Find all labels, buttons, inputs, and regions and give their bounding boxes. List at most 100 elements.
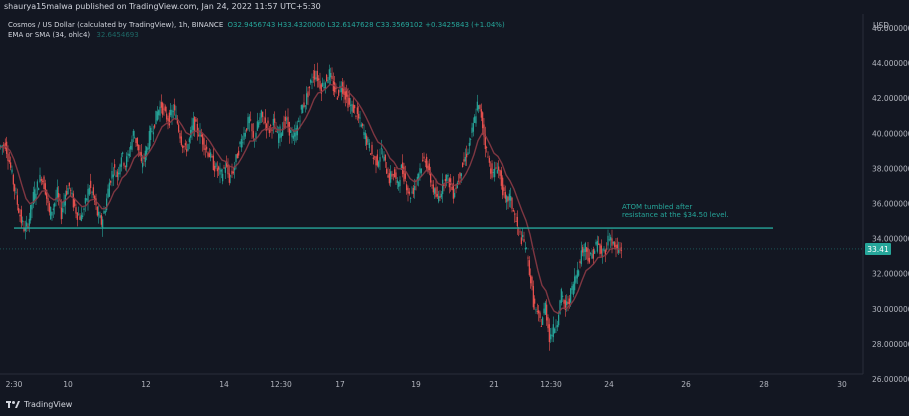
candle-body [186,149,188,152]
candle-body [136,137,138,147]
candle-body [116,171,118,178]
candle-body [275,130,277,133]
candle-body [212,155,214,171]
candle-body [56,187,58,199]
candle-body [330,72,332,78]
candle-body [104,211,106,213]
candle-body [288,122,290,136]
candle-body [214,165,216,172]
candle-body [134,137,136,139]
candle-body [371,144,373,155]
candle-body [615,244,617,249]
candle-body [618,250,620,253]
candle-body [160,102,162,108]
candle-body [530,275,532,284]
candle-body [598,243,600,245]
candle-body [31,204,33,210]
candle-body [335,87,337,90]
candle-body [16,195,18,205]
candle-body [384,154,386,161]
y-tick-label: 40.0000000 [872,129,909,138]
candle-body [218,166,220,170]
candle-body [27,226,29,229]
candle-body [247,117,249,130]
symbol-legend: Cosmos / US Dollar (calculated by Tradin… [8,21,505,29]
candle-body [492,171,494,173]
candle-body [431,184,433,186]
candle-body [555,326,557,328]
candle-body [290,130,292,133]
indicator-legend[interactable]: EMA or SMA (34, ohlc4) 32.6454693 [8,31,139,39]
footer-brand[interactable]: TradingView [6,400,72,409]
candle-body [238,150,240,156]
candle-body [442,179,444,195]
candle-body [315,77,317,80]
x-tick-label: 10 [63,380,73,389]
candle-body [578,270,580,276]
candle-body [206,146,208,150]
candle-body [472,123,474,132]
candle-body [219,168,221,175]
x-tick-label: 26 [681,380,691,389]
candle-body [282,128,284,136]
candle-body [508,193,510,201]
candle-body [127,153,129,156]
candle-body [255,132,257,140]
indicator-name[interactable]: EMA or SMA (34, ohlc4) [8,31,91,39]
candle-body [496,170,498,174]
candle-body [528,260,530,276]
candle-body [156,111,158,121]
candle-body [458,180,460,182]
footer-brand-label: TradingView [24,400,73,409]
candle-body [91,191,93,193]
annotation-text: ATOM tumbled after [622,203,692,211]
candle-body [379,157,381,162]
candle-body [14,184,16,192]
candle-body [527,257,529,259]
candle-body [531,276,533,287]
candle-body [298,120,300,122]
y-tick-label: 30.0000000 [872,305,909,314]
candle-body [138,144,140,151]
candle-body [11,169,13,173]
candle-body [115,175,117,177]
candle-body [231,170,233,175]
candle-body [574,276,576,291]
candle-body [283,121,285,129]
candle-body [332,81,334,92]
candle-body [215,163,217,168]
y-tick-label: 36.0000000 [872,200,909,209]
candle-body [180,136,182,146]
candle-body [230,175,232,177]
candle-body [398,181,400,187]
ohlc-values: O32.9456743 H33.4320000 L32.6147628 C33.… [227,21,505,29]
candle-body [312,76,314,78]
candle-body [539,312,541,319]
candle-body [187,144,189,151]
candle-body [143,156,145,159]
candle-body [354,105,356,109]
candle-body [35,193,37,199]
candle-body [20,209,22,224]
candle-body [112,174,114,178]
candle-body [196,123,198,133]
candle-body [272,118,274,126]
candle-body [279,126,281,139]
candle-body [502,177,504,196]
candle-body [507,196,509,202]
candle-body [427,165,429,171]
candle-body [72,193,74,208]
x-tick-label: 28 [759,380,769,389]
candle-body [28,218,30,226]
candle-body [234,166,236,171]
current-price-label: 33.41 [867,245,889,254]
candle-body [359,117,361,119]
candle-body [30,204,32,221]
candle-body [368,142,370,149]
candle-body [194,116,196,132]
candle-body [572,284,574,295]
candle-body [476,101,478,111]
candle-body [60,207,62,220]
candle-body [438,196,440,202]
